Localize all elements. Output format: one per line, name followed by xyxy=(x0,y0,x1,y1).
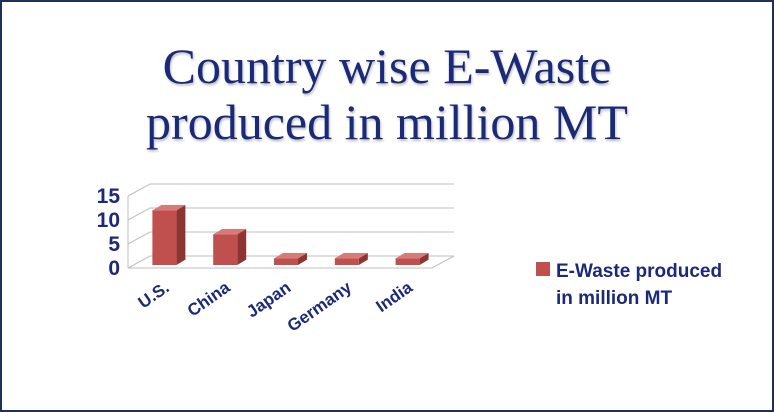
y-tick-label: 15 xyxy=(97,185,121,208)
x-tick-label: China xyxy=(184,277,234,320)
floor-edge xyxy=(128,255,455,269)
bar-top xyxy=(152,205,186,211)
x-tick-label: Germany xyxy=(284,277,356,335)
legend-swatch xyxy=(536,262,550,276)
bar xyxy=(213,234,238,265)
x-tick-label: Japan xyxy=(243,278,294,322)
bar xyxy=(334,258,359,265)
x-tick-label: India xyxy=(372,277,416,316)
bar-side xyxy=(176,205,186,265)
bar-top xyxy=(213,229,247,235)
gridline xyxy=(127,183,454,197)
bar xyxy=(152,210,177,265)
x-tick-label: U.S. xyxy=(135,278,173,313)
bar-side xyxy=(419,253,429,265)
bar-top xyxy=(395,253,429,259)
bar-side xyxy=(298,253,307,265)
bar-top xyxy=(274,253,307,259)
y-tick-label: 10 xyxy=(97,209,120,232)
y-tick-label: 0 xyxy=(108,257,120,280)
legend-label: E-Waste produced in million MT xyxy=(556,261,723,309)
chart-title-line-2: produced in million MT xyxy=(146,94,628,150)
bar xyxy=(395,258,420,265)
y-tick-label: 5 xyxy=(108,233,120,256)
chart-title-line-1: Country wise E-Waste xyxy=(162,38,612,94)
bar-side xyxy=(237,229,247,265)
bar-side xyxy=(358,253,368,265)
chart-title: Country wise E-Waste produced in million… xyxy=(0,38,774,150)
gridline xyxy=(127,207,454,221)
bar xyxy=(274,258,298,265)
gridline xyxy=(127,231,454,245)
bar-top xyxy=(334,253,368,259)
